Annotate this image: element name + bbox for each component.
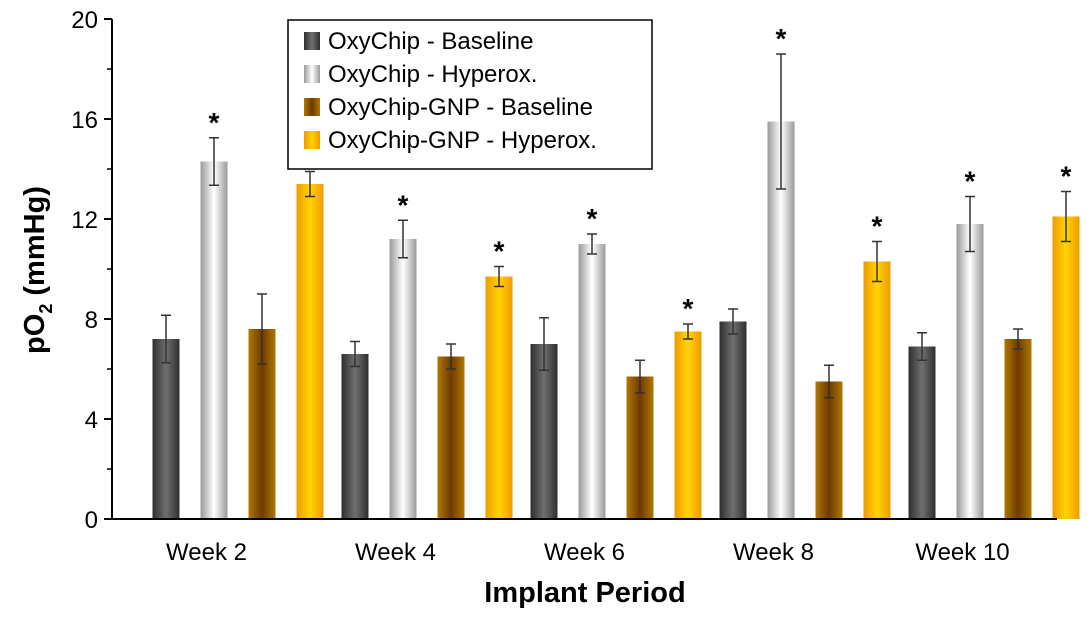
- bar: [200, 161, 228, 519]
- legend-swatch: [304, 32, 320, 50]
- x-axis-tick-labels: Week 2 Week 4 Week 6 Week 8 Week 10: [166, 539, 1010, 566]
- bar: [815, 381, 843, 519]
- error-bar: [539, 317, 549, 371]
- significance-mark: *: [494, 236, 505, 267]
- y-axis-ticks: 0 4 8 12 16 20: [71, 7, 112, 534]
- significance-mark: *: [965, 166, 976, 197]
- x-tick-label: Week 2: [166, 539, 247, 566]
- error-bar: [398, 219, 408, 259]
- significance-mark: *: [398, 189, 409, 220]
- bar: [956, 224, 984, 519]
- legend-item: OxyChip - Hyperox.: [304, 61, 537, 88]
- bar: [485, 276, 513, 519]
- x-axis-title: Implant Period: [484, 577, 685, 609]
- significance-mark: *: [1061, 161, 1072, 192]
- legend-item: OxyChip-GNP - Baseline: [304, 94, 593, 121]
- bar: [719, 321, 747, 519]
- bar: [152, 339, 180, 519]
- axes-group: [111, 19, 1057, 520]
- error-bar: [872, 240, 882, 283]
- error-bars-group: [161, 53, 1071, 399]
- bar: [341, 354, 369, 519]
- legend-label: OxyChip - Hyperox.: [328, 61, 537, 88]
- bar: [863, 261, 891, 519]
- bar: [674, 331, 702, 519]
- legend-box: [287, 19, 653, 170]
- significance-mark: *: [776, 23, 787, 54]
- error-bar: [1013, 328, 1023, 350]
- error-bar: [824, 364, 834, 399]
- legend-label: OxyChip-GNP - Hyperox.: [328, 127, 597, 154]
- significance-mark: *: [683, 293, 694, 324]
- legend-item: OxyChip-GNP - Hyperox.: [304, 127, 597, 154]
- legend-swatch: [304, 98, 320, 116]
- y-tick-label: 4: [85, 407, 98, 434]
- y-tick-label: 12: [71, 207, 98, 234]
- y-tick-label: 16: [71, 107, 98, 134]
- y-tick-label: 8: [85, 307, 98, 334]
- significance-mark: *: [872, 211, 883, 242]
- legend-label: OxyChip - Baseline: [328, 28, 533, 55]
- error-bar: [446, 343, 456, 370]
- y-tick-label: 0: [85, 507, 98, 534]
- legend-swatch: [304, 131, 320, 149]
- bar: [1004, 339, 1032, 519]
- bar: [626, 376, 654, 519]
- error-bar: [965, 195, 975, 253]
- x-tick-label: Week 4: [355, 539, 436, 566]
- significance-mark: *: [209, 107, 220, 138]
- y-axis-title-unit: (mmHg): [19, 186, 51, 304]
- significance-mark: *: [587, 203, 598, 234]
- legend: OxyChip - Baseline OxyChip - Hyperox. OxyC…: [287, 19, 653, 170]
- error-bar: [728, 308, 738, 335]
- x-tick-label: Week 6: [544, 539, 625, 566]
- error-bar: [683, 323, 693, 340]
- error-bar: [917, 332, 927, 361]
- x-tick-label: Week 8: [733, 539, 814, 566]
- error-bar: [209, 137, 219, 186]
- error-bar: [494, 265, 504, 288]
- error-bar: [161, 314, 171, 364]
- bar: [437, 356, 465, 519]
- error-bar: [305, 170, 315, 198]
- bars-group: [152, 121, 1080, 519]
- y-axis-title-main: pO: [19, 314, 51, 354]
- x-tick-label: Week 10: [915, 539, 1009, 566]
- legend-swatch: [304, 65, 320, 83]
- bar: [389, 239, 417, 519]
- error-bar: [350, 340, 360, 368]
- legend-item: OxyChip - Baseline: [304, 28, 533, 55]
- error-bar: [257, 293, 267, 365]
- y-tick-label: 20: [71, 7, 98, 34]
- bar: [578, 244, 606, 519]
- y-axis-title: pO2 (mmHg): [19, 186, 56, 354]
- error-bar: [635, 359, 645, 394]
- error-bar: [587, 233, 597, 255]
- bar: [296, 184, 324, 519]
- error-bar: [776, 53, 786, 190]
- error-bar: [1061, 190, 1071, 243]
- y-axis-title-subscript: 2: [36, 304, 56, 314]
- legend-label: OxyChip-GNP - Baseline: [328, 94, 593, 121]
- bar: [908, 346, 936, 519]
- bar: [1052, 216, 1080, 519]
- bar: [530, 344, 558, 519]
